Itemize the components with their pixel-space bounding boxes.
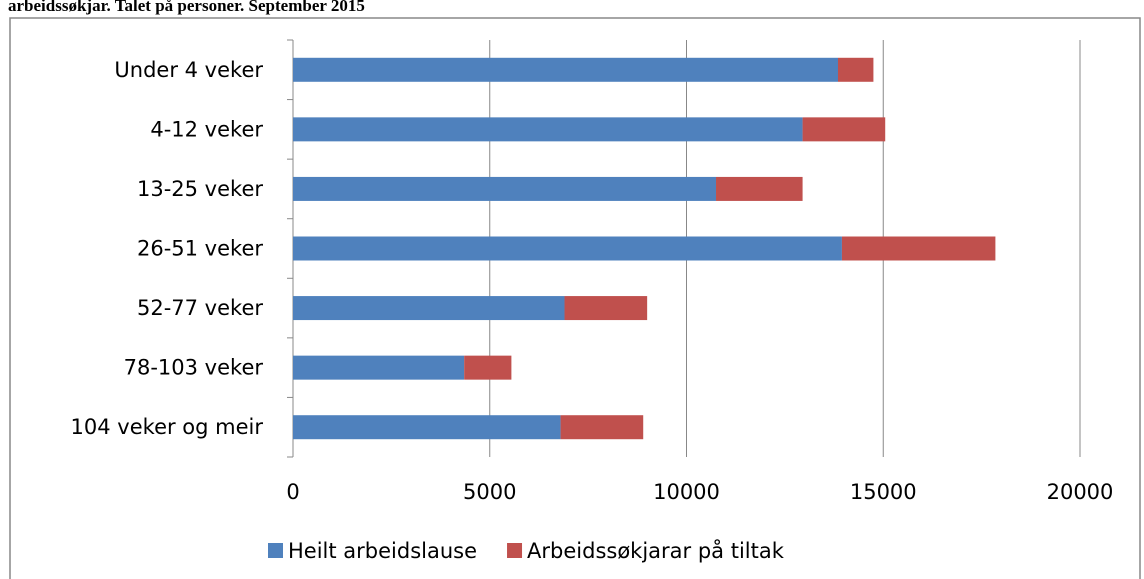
legend-swatch [268, 543, 283, 558]
bar [293, 355, 465, 380]
y-tick-label: 4-12 veker [150, 117, 263, 141]
y-tick-label: 78-103 veker [124, 356, 264, 380]
bar [716, 176, 803, 201]
bar [293, 296, 565, 321]
bar [802, 117, 886, 142]
chart-title: arbeidssøkjar. Talet på personer. Septem… [8, 0, 365, 15]
x-tick-label: 15000 [850, 480, 917, 504]
bar [841, 236, 996, 261]
y-tick-label: Under 4 veker [114, 58, 263, 82]
y-tick-label: 104 veker og meir [71, 415, 264, 439]
y-tick-label: 52-77 veker [137, 296, 263, 320]
bar [464, 355, 512, 380]
legend-label: Heilt arbeidslause [288, 539, 477, 563]
bar [293, 415, 561, 440]
x-tick-label: 10000 [653, 480, 720, 504]
bar [293, 176, 717, 201]
x-tick-label: 20000 [1047, 480, 1114, 504]
bar [564, 296, 648, 321]
x-tick-label: 5000 [463, 480, 516, 504]
legend-label: Arbeidssøkjarar på tiltak [527, 538, 785, 563]
bar [293, 236, 842, 261]
bar [293, 57, 838, 82]
legend-swatch [507, 543, 523, 558]
bar [560, 415, 644, 440]
chart-frame [9, 17, 1141, 579]
x-tick-label: 0 [286, 480, 299, 504]
y-tick-label: 26-51 veker [137, 237, 263, 261]
bar [293, 117, 803, 142]
bar [837, 57, 874, 82]
y-tick-label: 13-25 veker [137, 177, 263, 201]
